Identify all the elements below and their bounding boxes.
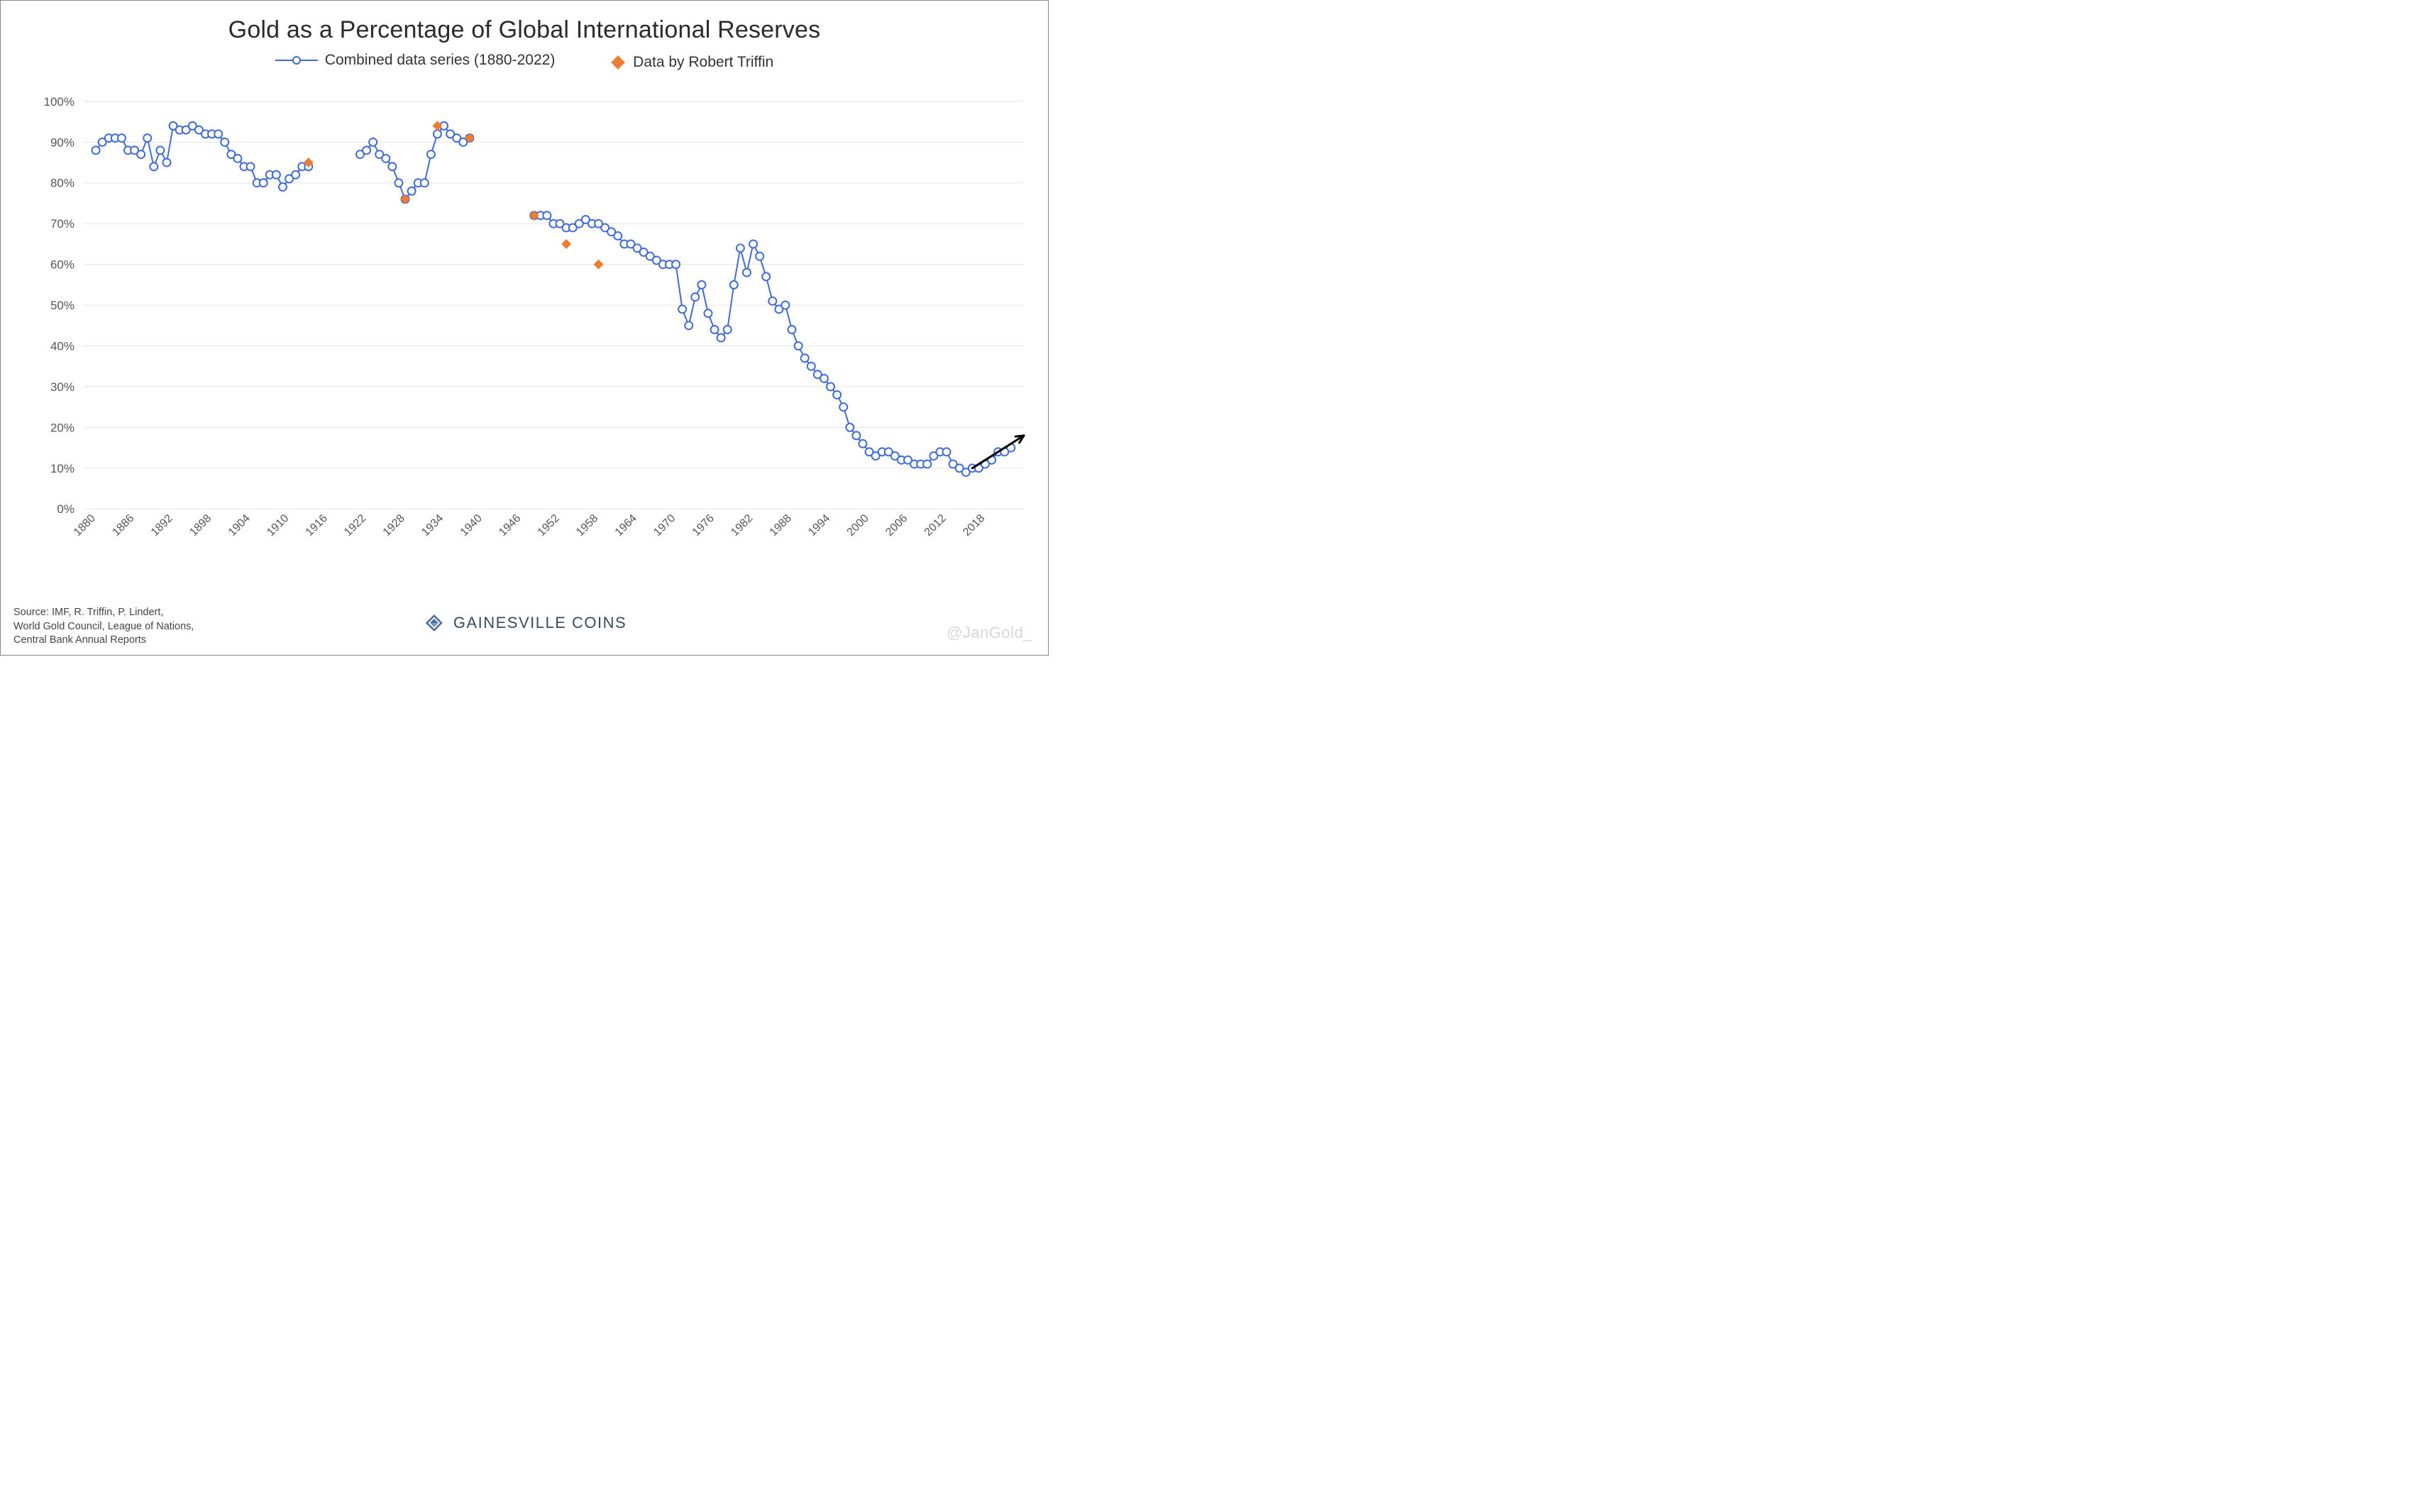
- svg-text:1916: 1916: [304, 512, 330, 539]
- watermark: @JanGold_: [947, 624, 1032, 642]
- svg-text:40%: 40%: [50, 340, 75, 353]
- svg-text:1898: 1898: [187, 512, 214, 539]
- svg-text:70%: 70%: [50, 217, 75, 231]
- svg-text:1982: 1982: [729, 512, 755, 539]
- legend-circle-icon: [292, 56, 301, 65]
- legend-item-combined: Combined data series (1880-2022): [275, 52, 556, 69]
- svg-text:30%: 30%: [50, 380, 75, 394]
- legend-label-triffin: Data by Robert Triffin: [633, 54, 773, 71]
- brand: GAINESVILLE COINS: [422, 611, 627, 635]
- footer: Source: IMF, R. Triffin, P. Lindert, Wor…: [1, 595, 1048, 651]
- svg-text:2000: 2000: [845, 512, 871, 539]
- svg-text:2018: 2018: [961, 512, 987, 539]
- plot-svg: 0%10%20%30%40%50%60%70%80%90%100% 188018…: [33, 79, 1034, 570]
- svg-text:0%: 0%: [57, 502, 75, 516]
- svg-text:1904: 1904: [226, 512, 253, 539]
- svg-text:1970: 1970: [651, 512, 678, 539]
- svg-text:2006: 2006: [883, 512, 910, 539]
- source-line-3: Central Bank Annual Reports: [13, 634, 194, 648]
- svg-text:80%: 80%: [50, 177, 75, 190]
- svg-text:1922: 1922: [342, 512, 368, 539]
- x-axis: 1880 1886 1892 1898 1904 1910 1916 1922 1928 1934…: [72, 512, 988, 539]
- legend-swatch-combined: [275, 53, 318, 67]
- svg-text:1910: 1910: [265, 512, 291, 539]
- chart-title: Gold as a Percentage of Global Internati…: [1, 16, 1048, 44]
- svg-text:1886: 1886: [110, 512, 136, 539]
- trend-arrow-icon: [972, 436, 1024, 468]
- source-line-2: World Gold Council, League of Nations,: [13, 620, 194, 634]
- svg-text:1952: 1952: [536, 512, 562, 539]
- legend-item-triffin: Data by Robert Triffin: [599, 54, 773, 71]
- svg-text:1988: 1988: [768, 512, 794, 539]
- svg-text:1976: 1976: [690, 512, 717, 539]
- combined-series-line: [96, 126, 1011, 472]
- svg-text:1928: 1928: [381, 512, 407, 539]
- svg-text:10%: 10%: [50, 462, 75, 475]
- svg-text:1934: 1934: [419, 512, 446, 539]
- svg-text:1994: 1994: [806, 512, 832, 539]
- brand-name-light: COINS: [566, 614, 627, 631]
- brand-name-strong: GAINESVILLE: [453, 614, 567, 631]
- svg-text:1964: 1964: [613, 512, 639, 539]
- y-axis: 0% 10% 20% 30% 40% 50% 60% 70% 80% 90% 100%: [44, 95, 75, 516]
- svg-text:1892: 1892: [149, 512, 175, 539]
- brand-logo-icon: [422, 611, 446, 635]
- plot-area: 0%10%20%30%40%50%60%70%80%90%100% 188018…: [33, 79, 1034, 570]
- svg-text:20%: 20%: [50, 421, 75, 434]
- legend-diamond-icon: [611, 55, 625, 70]
- chart-frame: Gold as a Percentage of Global Internati…: [0, 0, 1049, 656]
- legend-label-combined: Combined data series (1880-2022): [325, 52, 556, 69]
- legend: Combined data series (1880-2022) Data by…: [1, 52, 1048, 72]
- combined-series-markers: [92, 122, 1015, 476]
- source-text: Source: IMF, R. Triffin, P. Lindert, Wor…: [13, 606, 194, 648]
- brand-name: GAINESVILLE COINS: [453, 614, 627, 632]
- triffin-series-markers: [304, 121, 604, 269]
- source-line-1: Source: IMF, R. Triffin, P. Lindert,: [13, 606, 194, 620]
- svg-text:90%: 90%: [50, 136, 75, 149]
- svg-text:50%: 50%: [50, 299, 75, 312]
- svg-text:60%: 60%: [50, 258, 75, 272]
- svg-text:100%: 100%: [44, 95, 75, 109]
- svg-text:1880: 1880: [72, 512, 98, 539]
- svg-text:1946: 1946: [497, 512, 523, 539]
- svg-text:1940: 1940: [458, 512, 485, 539]
- svg-text:2012: 2012: [922, 512, 949, 539]
- svg-text:1958: 1958: [574, 512, 600, 539]
